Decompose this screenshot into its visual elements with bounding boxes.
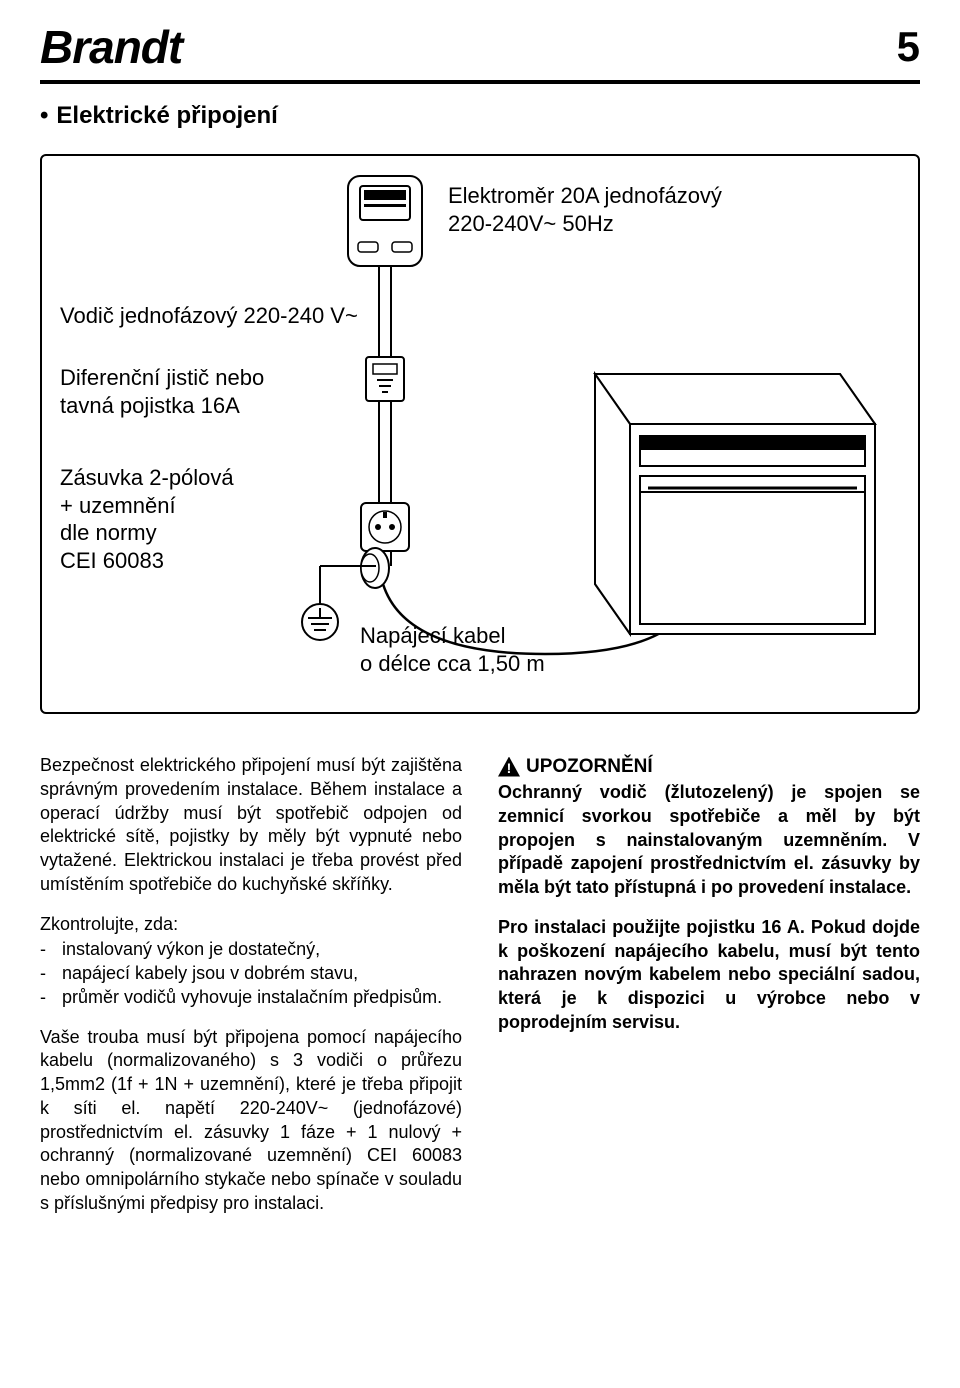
page-number: 5: [897, 23, 920, 71]
list-item: -instalovaný výkon je dostatečný,: [40, 938, 462, 962]
ground-icon: [300, 602, 340, 642]
check-list: -instalovaný výkon je dostatečný, -napáj…: [40, 938, 462, 1009]
check-item-text: napájecí kabely jsou v dobrém stavu,: [62, 962, 358, 986]
ground-connector: [318, 564, 378, 606]
check-item-text: instalovaný výkon je dostatečný,: [62, 938, 320, 962]
left-column: Bezpečnost elektrického připojení musí b…: [40, 754, 462, 1232]
conductor-label: Vodič jednofázový 220-240 V~: [60, 302, 358, 330]
section-title: • Elektrické připojení: [40, 102, 920, 130]
right-column: UPOZORNĚNÍ Ochranný vodič (žlutozelený) …: [498, 754, 920, 1232]
check-item-text: průměr vodičů vyhovuje instalačním předp…: [62, 986, 442, 1010]
meter-label: Elektroměr 20A jednofázový 220-240V~ 50H…: [448, 182, 722, 237]
list-item: -průměr vodičů vyhovuje instalačním před…: [40, 986, 462, 1010]
section-title-text: Elektrické připojení: [56, 102, 277, 129]
socket-label: Zásuvka 2-pólová + uzemnění dle normy CE…: [60, 464, 234, 574]
warning-icon: [498, 757, 520, 777]
bullet-icon: •: [40, 102, 48, 129]
warning-heading: UPOZORNĚNÍ: [498, 754, 920, 779]
warning-para2: Pro instalaci použijte pojistku 16 A. Po…: [498, 916, 920, 1035]
warning-title-text: UPOZORNĚNÍ: [526, 754, 653, 779]
body-columns: Bezpečnost elektrického připojení musí b…: [40, 754, 920, 1232]
left-para2: Vaše trouba musí být připojena pomocí na…: [40, 1026, 462, 1216]
warning-para1: Ochranný vodič (žlutozelený) je spojen s…: [498, 781, 920, 900]
fuse-box-icon: [365, 356, 405, 402]
wiring-diagram: Elektroměr 20A jednofázový 220-240V~ 50H…: [40, 154, 920, 714]
page-header: Brandt 5: [40, 20, 920, 84]
list-item: -napájecí kabely jsou v dobrém stavu,: [40, 962, 462, 986]
cable-label: Napájecí kabel o délce cca 1,50 m: [360, 622, 545, 677]
diagram-canvas: Elektroměr 20A jednofázový 220-240V~ 50H…: [60, 174, 900, 682]
oven-icon: [540, 364, 880, 654]
brand-logo: Brandt: [40, 20, 897, 74]
left-para1: Bezpečnost elektrického připojení musí b…: [40, 754, 462, 897]
check-intro: Zkontrolujte, zda:: [40, 913, 462, 937]
breaker-label: Diferenční jistič nebo tavná pojistka 16…: [60, 364, 264, 419]
